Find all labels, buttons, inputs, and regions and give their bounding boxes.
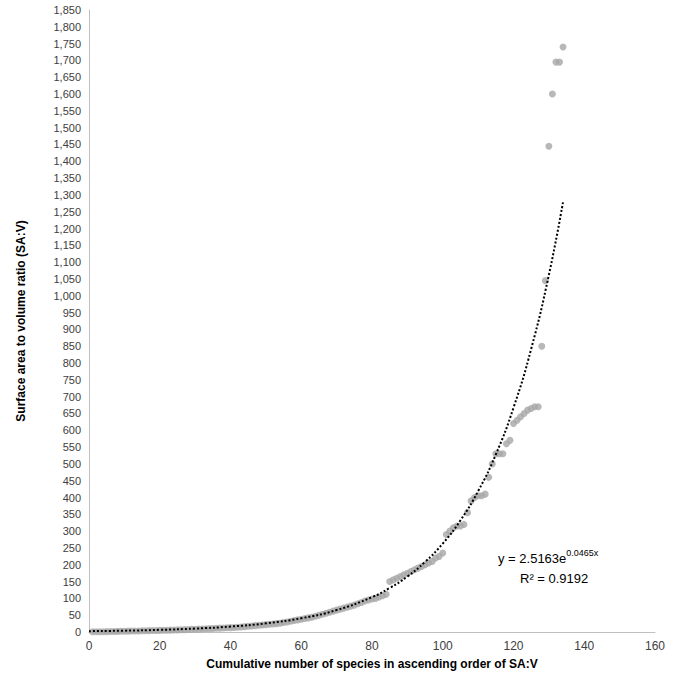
- svg-text:1,600: 1,600: [53, 88, 81, 100]
- svg-text:1,150: 1,150: [53, 239, 81, 251]
- svg-text:1,200: 1,200: [53, 223, 81, 235]
- svg-text:20: 20: [153, 639, 167, 653]
- svg-text:1,650: 1,650: [53, 71, 81, 83]
- svg-text:250: 250: [63, 542, 81, 554]
- svg-text:50: 50: [69, 609, 81, 621]
- svg-text:1,300: 1,300: [53, 189, 81, 201]
- svg-text:100: 100: [63, 592, 81, 604]
- svg-text:200: 200: [63, 559, 81, 571]
- svg-text:1,350: 1,350: [53, 172, 81, 184]
- svg-text:500: 500: [63, 458, 81, 470]
- svg-text:1,100: 1,100: [53, 256, 81, 268]
- svg-text:850: 850: [63, 340, 81, 352]
- svg-text:40: 40: [224, 639, 238, 653]
- svg-text:1,250: 1,250: [53, 206, 81, 218]
- svg-text:1,400: 1,400: [53, 155, 81, 167]
- svg-text:1,700: 1,700: [53, 54, 81, 66]
- svg-text:1,550: 1,550: [53, 105, 81, 117]
- svg-text:0: 0: [86, 639, 93, 653]
- svg-text:900: 900: [63, 323, 81, 335]
- svg-text:1,850: 1,850: [53, 4, 81, 16]
- svg-text:1,450: 1,450: [53, 138, 81, 150]
- svg-text:450: 450: [63, 475, 81, 487]
- svg-text:1,050: 1,050: [53, 273, 81, 285]
- svg-text:140: 140: [574, 639, 594, 653]
- svg-text:150: 150: [63, 576, 81, 588]
- svg-text:600: 600: [63, 424, 81, 436]
- svg-text:350: 350: [63, 508, 81, 520]
- svg-text:950: 950: [63, 307, 81, 319]
- svg-text:120: 120: [503, 639, 523, 653]
- svg-text:y = 2.5163e: y = 2.5163e: [498, 551, 566, 566]
- svg-text:1,500: 1,500: [53, 122, 81, 134]
- svg-text:1,750: 1,750: [53, 38, 81, 50]
- svg-text:300: 300: [63, 525, 81, 537]
- svg-text:1,000: 1,000: [53, 290, 81, 302]
- svg-text:550: 550: [63, 441, 81, 453]
- svg-text:800: 800: [63, 357, 81, 369]
- svg-text:60: 60: [295, 639, 309, 653]
- svg-text:650: 650: [63, 407, 81, 419]
- svg-text:0.0465x: 0.0465x: [566, 548, 599, 558]
- svg-text:Surface area to volume ratio (: Surface area to volume ratio (SA:V): [14, 220, 28, 421]
- svg-text:R² = 0.9192: R² = 0.9192: [520, 571, 588, 586]
- svg-text:0: 0: [75, 626, 81, 638]
- svg-text:80: 80: [365, 639, 379, 653]
- svg-text:Cumulative number of species i: Cumulative number of species in ascendin…: [206, 657, 537, 671]
- svg-text:700: 700: [63, 391, 81, 403]
- svg-text:100: 100: [433, 639, 453, 653]
- svg-text:750: 750: [63, 374, 81, 386]
- svg-text:400: 400: [63, 492, 81, 504]
- svg-text:1,800: 1,800: [53, 21, 81, 33]
- svg-text:160: 160: [645, 639, 665, 653]
